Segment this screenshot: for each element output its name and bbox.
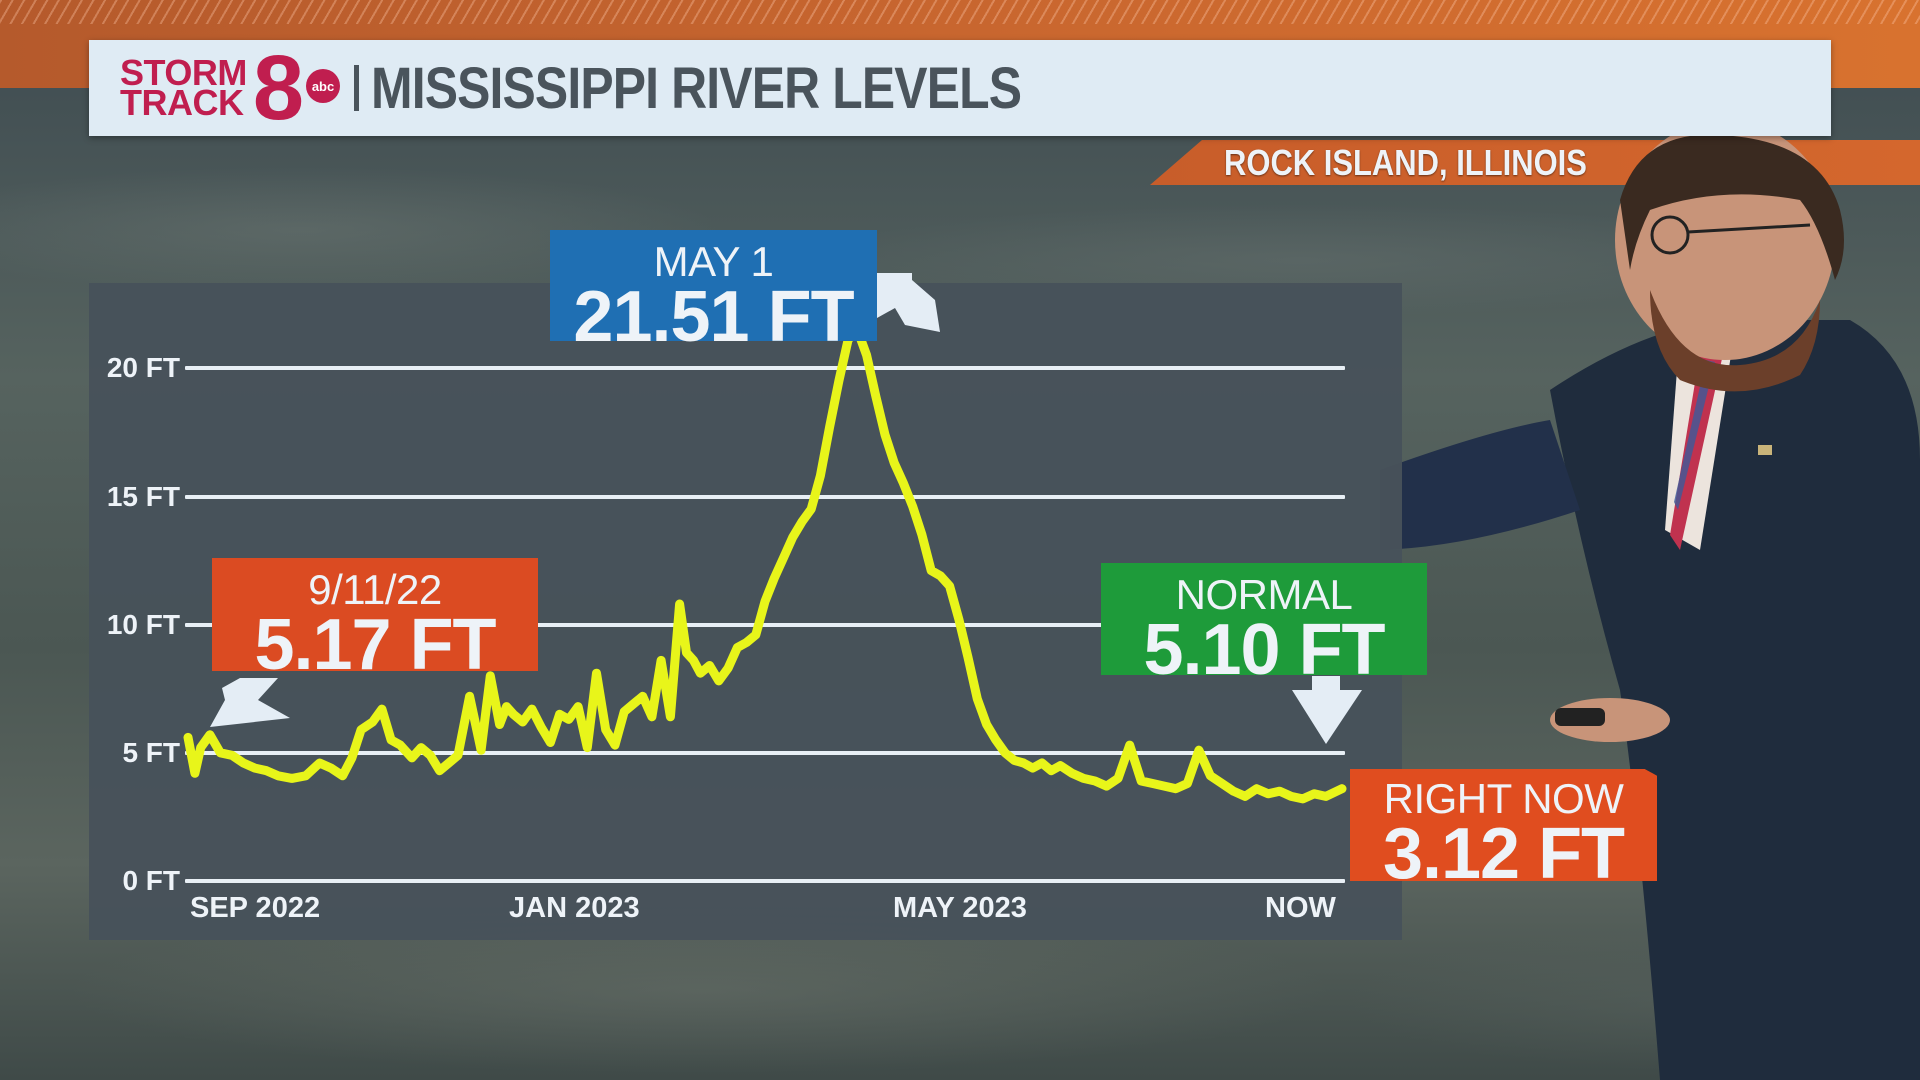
right-now-value: 3.12 FT xyxy=(1382,814,1625,894)
normal-callout: NORMAL 5.10 FT xyxy=(1101,563,1427,686)
arrow-to-peak-icon xyxy=(877,273,940,332)
y-tick-5: 5 FT xyxy=(122,737,180,768)
y-tick-15: 15 FT xyxy=(106,481,180,512)
x-tick-may-2023: MAY 2023 xyxy=(893,892,1027,924)
gridline-20 xyxy=(185,366,1345,370)
y-tick-0: 0 FT xyxy=(122,865,180,896)
normal-label: NORMAL xyxy=(1175,571,1353,618)
start-callout: 9/11/22 5.17 FT xyxy=(212,558,538,681)
logo-channel-number: 8 xyxy=(252,37,305,139)
y-tick-20: 20 FT xyxy=(106,352,180,383)
gridline-15 xyxy=(185,495,1345,499)
x-tick-now: NOW xyxy=(1265,892,1336,924)
station-logo: STORM TRACK 8 abc xyxy=(120,37,341,139)
normal-value: 5.10 FT xyxy=(1143,610,1385,690)
start-date: 9/11/22 xyxy=(308,566,442,613)
stripe-pattern xyxy=(0,0,1920,24)
right-now-label: RIGHT NOW xyxy=(1383,775,1624,822)
title-divider xyxy=(354,65,360,111)
arrow-down-normal-icon xyxy=(1292,676,1362,744)
location-label: ROCK ISLAND, ILLINOIS xyxy=(1224,142,1587,183)
logo-track: TRACK xyxy=(120,82,244,123)
start-value: 5.17 FT xyxy=(254,605,496,685)
gridline-10 xyxy=(185,623,1345,627)
title-bar: STORM TRACK 8 abc MISSISSIPPI RIVER LEVE… xyxy=(89,40,1831,136)
abc-network-icon: abc xyxy=(306,69,341,103)
arrow-to-start-icon xyxy=(210,678,290,727)
x-tick-sep-2022: SEP 2022 xyxy=(190,892,321,924)
page-title: MISSISSIPPI RIVER LEVELS xyxy=(371,55,1022,121)
right-now-callout: RIGHT NOW 3.12 FT xyxy=(1350,769,1657,881)
gridline-0 xyxy=(185,879,1345,883)
logo-storm: STORM xyxy=(120,52,247,93)
gridline-5 xyxy=(185,751,1345,755)
peak-value: 21.51 FT xyxy=(573,277,854,357)
peak-callout: MAY 1 21.51 FT xyxy=(550,230,877,353)
presenter-figure xyxy=(1380,130,1920,1080)
peak-date: MAY 1 xyxy=(653,238,774,285)
river-level-line xyxy=(183,325,1347,804)
x-tick-jan-2023: JAN 2023 xyxy=(509,892,640,924)
logo-wordmark: STORM TRACK xyxy=(120,52,247,123)
y-tick-10: 10 FT xyxy=(106,609,180,640)
